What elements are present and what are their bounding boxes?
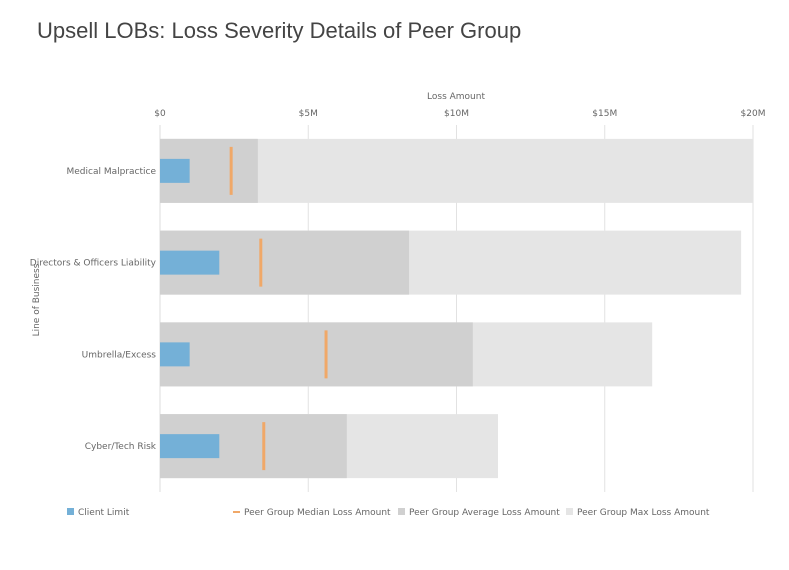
legend-label: Peer Group Median Loss Amount <box>244 508 391 518</box>
average-loss-bar <box>160 322 473 387</box>
client-limit-bar <box>160 434 220 459</box>
legend-swatch <box>398 508 405 515</box>
legend-swatch <box>566 508 573 515</box>
legend-label: Peer Group Average Loss Amount <box>409 508 560 518</box>
legend-item[interactable]: Peer Group Average Loss Amount <box>398 508 560 518</box>
x-tick-label: $20M <box>741 109 766 119</box>
legend: Client Limit Peer Group Median Loss Amoun… <box>67 508 710 518</box>
x-tick-label: $0 <box>154 109 166 119</box>
y-axis-label: Line of Business <box>32 263 42 336</box>
bars-layer <box>160 138 753 479</box>
legend-swatch <box>67 508 74 515</box>
client-limit-bar <box>160 250 220 275</box>
category-label: Medical Malpractice <box>66 167 156 177</box>
x-tick-label: $15M <box>592 109 617 119</box>
legend-label: Peer Group Max Loss Amount <box>577 508 710 518</box>
category-row <box>160 230 742 295</box>
x-axis: $0 $5M $10M $15M $20M <box>154 109 765 119</box>
client-limit-bar <box>160 342 190 367</box>
category-row <box>160 138 753 203</box>
legend-item[interactable]: Client Limit <box>67 508 130 518</box>
legend-swatch <box>233 511 240 513</box>
category-label: Cyber/Tech Risk <box>85 442 157 452</box>
max-loss-bar <box>160 138 753 203</box>
category-label: Directors & Officers Liability <box>30 259 157 269</box>
x-tick-label: $10M <box>444 109 469 119</box>
y-axis: Medical Malpractice Directors & Officers … <box>30 167 157 452</box>
legend-item[interactable]: Peer Group Max Loss Amount <box>566 508 710 518</box>
client-limit-bar <box>160 158 190 183</box>
legend-label: Client Limit <box>78 508 130 518</box>
category-label: Umbrella/Excess <box>82 350 157 360</box>
x-axis-label: Loss Amount <box>427 92 485 102</box>
legend-item[interactable]: Peer Group Median Loss Amount <box>233 508 391 518</box>
category-row <box>160 414 499 479</box>
chart-title: Upsell LOBs: Loss Severity Details of Pe… <box>37 18 522 43</box>
category-row <box>160 322 653 387</box>
x-tick-label: $5M <box>299 109 318 119</box>
